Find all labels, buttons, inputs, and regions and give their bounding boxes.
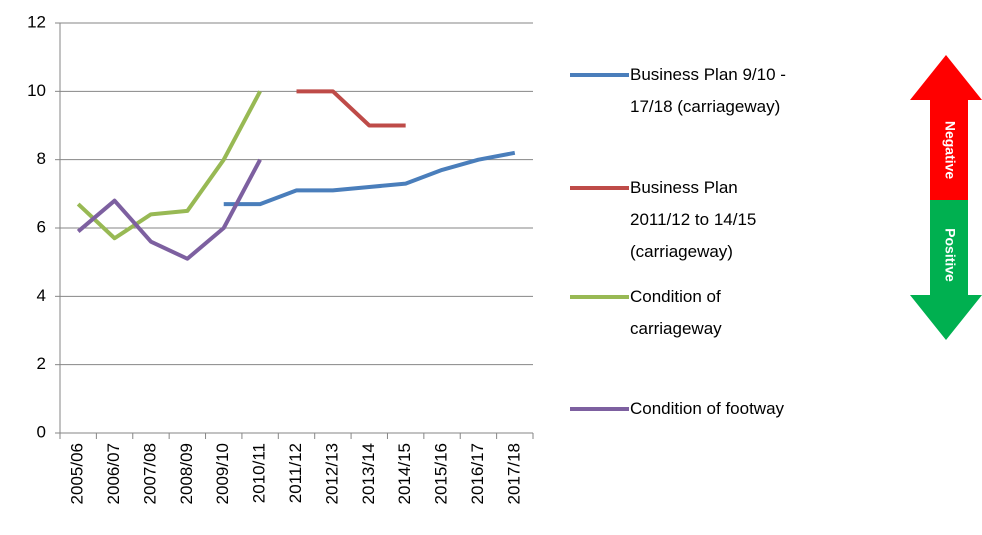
series-line [76, 90, 262, 241]
legend-label: Condition of carriageway [630, 287, 722, 338]
y-tick-label: 12 [27, 12, 46, 31]
series-line [223, 150, 516, 207]
legend-label: Business Plan 9/10 - 17/18 (carriageway) [630, 65, 786, 116]
y-tick-label: 0 [37, 422, 46, 441]
series-line [296, 89, 406, 128]
x-tick-label: 2008/09 [177, 443, 196, 504]
x-tick-label: 2007/08 [140, 443, 159, 504]
legend-label: Business Plan 2011/12 to 14/15 (carriage… [630, 178, 757, 261]
y-tick-label: 8 [37, 149, 46, 168]
series-line [76, 158, 262, 261]
x-tick-label: 2011/12 [286, 443, 305, 503]
legend-label: Condition of footway [630, 399, 785, 418]
x-tick-label: 2005/06 [68, 443, 87, 504]
y-tick-label: 6 [37, 217, 46, 236]
x-tick-label: 2014/15 [395, 443, 414, 504]
negative-label: Negative [942, 121, 958, 180]
x-tick-label: 2012/13 [322, 443, 341, 504]
x-tick-label: 2017/18 [504, 443, 523, 504]
indicator-arrow: Negative Positive [910, 55, 982, 340]
x-tick-label: 2013/14 [359, 443, 378, 504]
negative-arrow [910, 55, 982, 200]
positive-arrow [910, 200, 982, 340]
y-tick-label: 10 [27, 81, 46, 100]
x-tick-label: 2010/11 [250, 443, 269, 503]
y-tick-label: 2 [37, 354, 46, 373]
y-tick-label: 4 [37, 286, 46, 305]
x-tick-label: 2006/07 [104, 443, 123, 504]
x-tick-label: 2015/16 [432, 443, 451, 504]
x-tick-label: 2009/10 [213, 443, 232, 504]
positive-label: Positive [942, 228, 958, 282]
x-tick-label: 2016/17 [468, 443, 487, 504]
